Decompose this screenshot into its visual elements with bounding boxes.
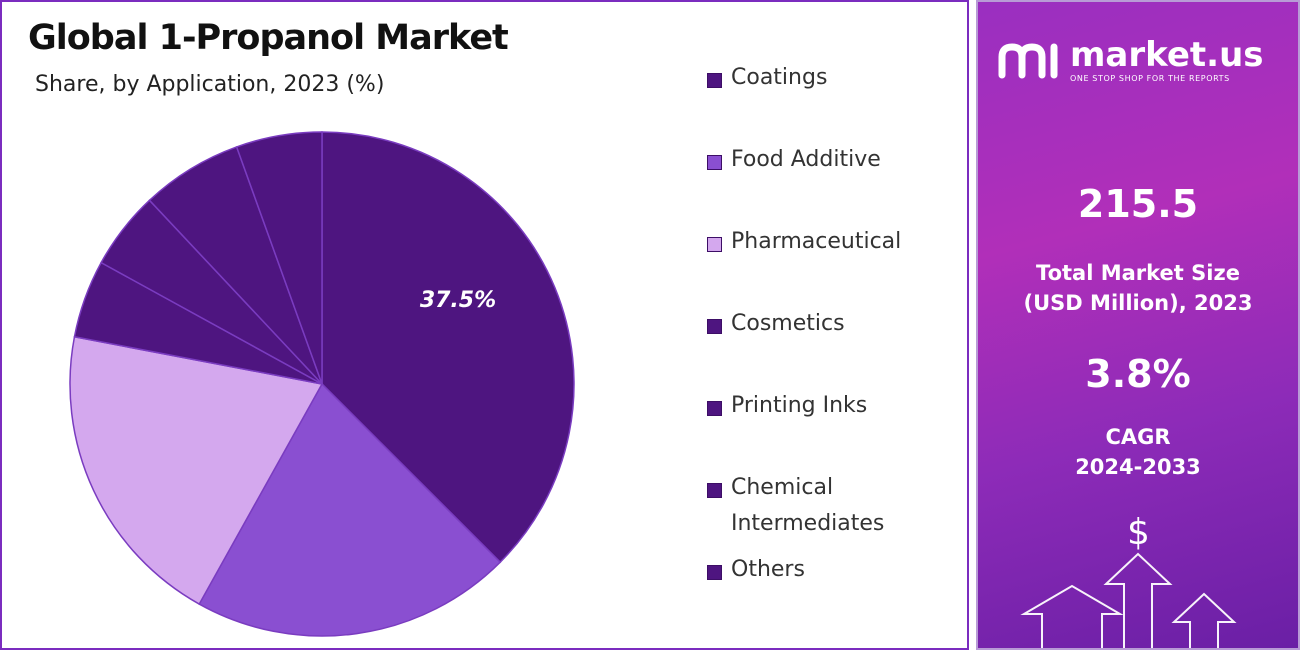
legend-label-line: Printing Inks bbox=[731, 393, 868, 418]
market-size-label-line2: (USD Million), 2023 bbox=[1023, 291, 1253, 315]
chart-panel: Global 1-Propanol Market Share, by Appli… bbox=[0, 0, 969, 650]
cagr-value: 3.8% bbox=[1085, 352, 1191, 396]
pie-slice-food-additive bbox=[198, 382, 502, 637]
up-arrow-icon bbox=[1103, 552, 1173, 648]
chart-subtitle: Share, by Application, 2023 (%) bbox=[35, 72, 385, 97]
legend-label-line: Food Additive bbox=[731, 147, 881, 172]
legend-swatch bbox=[707, 155, 722, 170]
market-us-logo-icon bbox=[998, 42, 1058, 78]
legend-swatch bbox=[707, 401, 722, 416]
stats-panel: market.us ONE STOP SHOP FOR THE REPORTS … bbox=[976, 0, 1300, 650]
legend-swatch bbox=[707, 565, 722, 580]
pie-slice-others bbox=[235, 131, 323, 385]
legend-label-line: Others bbox=[731, 557, 805, 582]
pie-data-label: 37.5% bbox=[420, 288, 496, 313]
legend-label-line: Pharmaceutical bbox=[731, 229, 902, 254]
market-size-label-line1: Total Market Size bbox=[1036, 261, 1240, 285]
legend-label: Food Additive bbox=[731, 142, 881, 178]
legend-swatch bbox=[707, 237, 722, 252]
dollar-icon: $ bbox=[1127, 512, 1150, 553]
brand-logo: market.us ONE STOP SHOP FOR THE REPORTS bbox=[998, 38, 1264, 83]
legend-label: Others bbox=[731, 552, 805, 588]
legend-label-line: Chemical bbox=[731, 475, 834, 500]
legend-label: Coatings bbox=[731, 60, 827, 96]
legend-label: Pharmaceutical bbox=[731, 224, 901, 260]
legend-swatch bbox=[707, 73, 722, 88]
market-size-value: 215.5 bbox=[1077, 182, 1199, 226]
up-arrow-icon bbox=[1171, 592, 1237, 648]
brand-name: market.us bbox=[1070, 35, 1264, 75]
pie-chart: 37.5% bbox=[69, 131, 575, 637]
legend-item: Cosmetics bbox=[707, 311, 845, 342]
legend-swatch bbox=[707, 319, 722, 334]
pie-slice-coatings bbox=[321, 131, 575, 564]
chart-title: Global 1-Propanol Market bbox=[28, 18, 509, 58]
legend-label: Printing Inks bbox=[731, 388, 867, 424]
legend-label: Chemical Intermediates bbox=[731, 470, 884, 542]
legend-label-line: Cosmetics bbox=[731, 311, 845, 336]
up-arrow-icon bbox=[1020, 584, 1124, 648]
legend-item: Food Additive bbox=[707, 147, 881, 178]
legend-item: Coatings bbox=[707, 65, 827, 96]
growth-arrows-icon bbox=[1020, 552, 1237, 648]
legend-item: Pharmaceutical bbox=[707, 229, 901, 260]
legend-label: Cosmetics bbox=[731, 306, 845, 342]
brand-tagline: ONE STOP SHOP FOR THE REPORTS bbox=[1070, 74, 1230, 83]
pie-slice-pharmaceutical bbox=[69, 335, 324, 606]
legend-label-line: Intermediates bbox=[731, 511, 885, 536]
legend-item: Printing Inks bbox=[707, 393, 867, 424]
cagr-label: CAGR bbox=[1105, 425, 1171, 449]
legend-item: Chemical Intermediates bbox=[707, 475, 884, 542]
legend-swatch bbox=[707, 483, 722, 498]
cagr-period: 2024-2033 bbox=[1075, 455, 1201, 479]
legend-item: Others bbox=[707, 557, 805, 588]
legend-label-line: Coatings bbox=[731, 65, 828, 90]
